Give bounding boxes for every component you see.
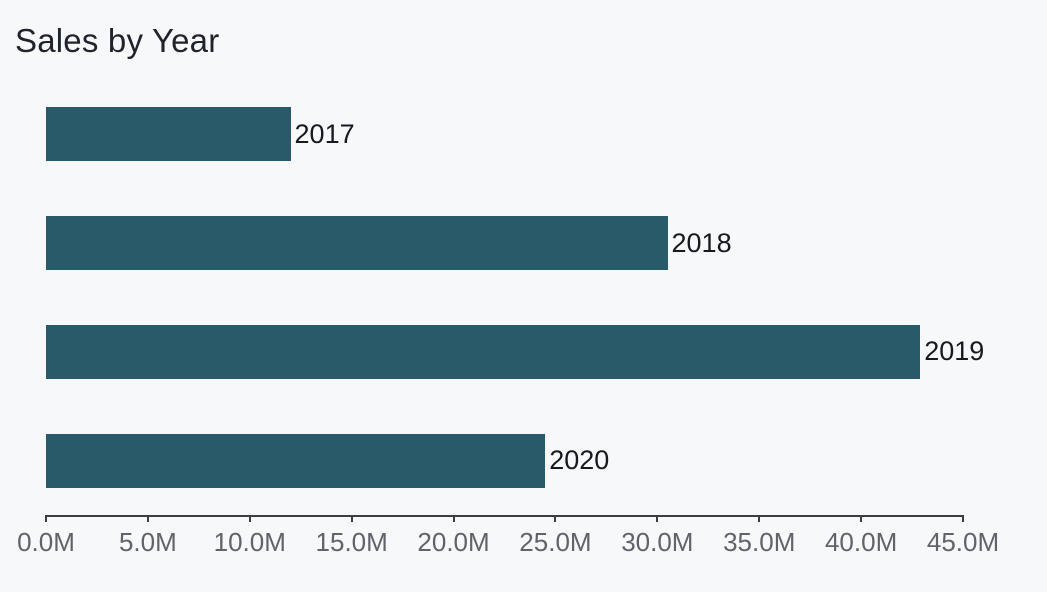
x-axis-tick-35.0M	[758, 515, 761, 522]
x-axis-tick-5.0M	[146, 515, 149, 522]
bar-category-label-2019: 2019	[924, 336, 985, 367]
x-axis-tick-15.0M	[350, 515, 353, 522]
x-axis-tick-25.0M	[554, 515, 557, 522]
bar-2019	[46, 324, 921, 379]
bar-row-2019: 2019	[46, 298, 984, 407]
x-axis-tick-label-25.0M: 25.0M	[519, 527, 592, 557]
x-axis-tick-20.0M	[452, 515, 455, 522]
x-axis-tick-label-20.0M: 20.0M	[417, 527, 490, 557]
x-axis-tick-label-30.0M: 30.0M	[621, 527, 694, 557]
x-axis-tick-label-5.0M: 5.0M	[118, 527, 177, 557]
bar-category-label-2020: 2020	[549, 445, 610, 476]
bar-row-2020: 2020	[46, 406, 963, 515]
x-axis-tick-40.0M	[860, 515, 863, 522]
x-axis-tick-45.0M	[962, 515, 964, 522]
bar-category-label-2017: 2017	[294, 118, 355, 149]
x-axis-tick-label-10.0M: 10.0M	[213, 527, 286, 557]
chart-title: Sales by Year	[15, 22, 220, 59]
x-axis-tick-0.0M	[45, 515, 47, 522]
x-axis: 0.0M 5.0M 10.0M 15.0M 20.0M 25.0M 30.0M 35.0M 40…	[17, 515, 999, 575]
x-axis-tick-label-35.0M: 35.0M	[723, 527, 796, 557]
bar-row-2018: 2018	[46, 189, 963, 298]
bar-row-2017: 2017	[46, 80, 963, 189]
plot-area: 2017 2018 2019 2020	[46, 80, 984, 515]
x-axis-line	[46, 515, 963, 517]
x-axis-tick-label-15.0M: 15.0M	[315, 527, 388, 557]
bar-2018	[46, 216, 668, 271]
x-axis-tick-label-0.0M: 0.0M	[17, 527, 75, 557]
x-axis-tick-label-40.0M: 40.0M	[824, 527, 898, 557]
x-axis-tick-label-45.0M: 45.0M	[926, 527, 1000, 557]
bar-category-label-2018: 2018	[671, 227, 732, 258]
x-axis-tick-30.0M	[656, 515, 659, 522]
bar-2020	[46, 433, 546, 488]
x-axis-tick-10.0M	[248, 515, 251, 522]
bar-2017	[46, 107, 291, 162]
